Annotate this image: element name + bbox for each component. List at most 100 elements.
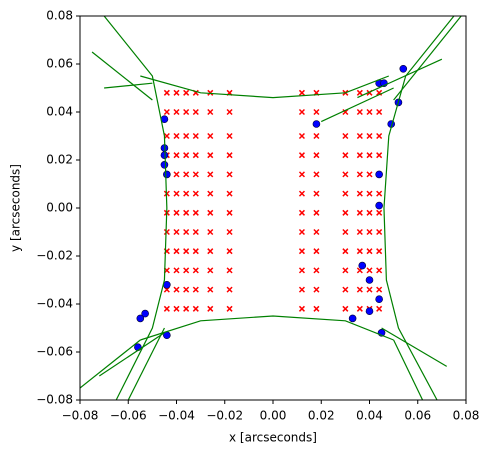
x-tick-label: −0.02 [206, 409, 243, 423]
x-marker [226, 228, 233, 236]
x-marker [342, 171, 349, 178]
x-marker [183, 171, 190, 178]
x-marker [207, 209, 214, 216]
x-marker [366, 228, 373, 236]
dot-marker [375, 295, 383, 304]
y-tick-label: 0.04 [46, 105, 73, 119]
x-marker [183, 152, 190, 159]
x-marker [313, 209, 320, 216]
x-marker [173, 305, 180, 312]
x-marker [342, 228, 349, 236]
x-marker [313, 267, 320, 274]
x-marker [183, 286, 190, 293]
x-marker [192, 305, 199, 312]
x-marker [366, 108, 373, 116]
x-marker [207, 152, 214, 159]
dot-marker [365, 276, 374, 284]
y-tick-label: −0.08 [36, 393, 73, 407]
x-marker [342, 248, 349, 255]
x-marker [226, 286, 233, 293]
dot-marker [134, 343, 142, 352]
x-marker [313, 248, 320, 255]
x-marker [298, 228, 305, 236]
x-marker [183, 248, 190, 255]
x-axis-label: x [arcseconds] [229, 431, 317, 445]
x-marker [298, 267, 305, 274]
x-marker [342, 190, 349, 197]
x-marker [366, 248, 373, 255]
x-marker [192, 108, 199, 116]
x-marker [313, 286, 320, 293]
x-marker [173, 132, 180, 140]
dot-marker [358, 261, 367, 270]
x-marker [356, 286, 363, 293]
x-marker [226, 267, 233, 274]
x-marker [192, 132, 199, 140]
fit-line [104, 82, 153, 89]
x-marker [173, 248, 180, 255]
x-marker [342, 209, 349, 216]
x-marker [183, 228, 190, 236]
x-marker [207, 132, 214, 140]
x-marker [163, 132, 170, 140]
x-marker [207, 190, 214, 197]
x-tick-label: 0.02 [308, 409, 335, 423]
x-marker [298, 286, 305, 293]
x-marker [376, 305, 383, 312]
x-marker [356, 89, 363, 96]
x-marker [207, 108, 214, 116]
x-marker [298, 209, 305, 216]
x-marker [298, 152, 305, 159]
x-marker [356, 132, 363, 140]
fit-line [320, 87, 394, 123]
x-marker [376, 108, 383, 116]
x-tick-label: −0.06 [110, 409, 147, 423]
x-tick-label: −0.04 [158, 409, 195, 423]
x-marker [376, 267, 383, 274]
x-marker [173, 152, 180, 159]
dot-marker [348, 314, 357, 323]
x-marker [226, 209, 233, 216]
fit-line [127, 327, 165, 400]
x-marker [366, 152, 373, 159]
x-marker [192, 248, 199, 255]
dot-marker [399, 65, 408, 73]
x-marker [226, 171, 233, 178]
x-marker [207, 89, 214, 96]
x-marker [173, 209, 180, 216]
fit-line [98, 332, 165, 377]
x-marker [183, 305, 190, 312]
x-marker [183, 108, 190, 116]
x-marker [298, 89, 305, 96]
x-marker [226, 248, 233, 255]
fit-line [103, 16, 168, 400]
x-marker [226, 190, 233, 197]
x-marker [313, 228, 320, 236]
x-marker [356, 171, 363, 178]
x-marker [298, 190, 305, 197]
x-marker [192, 228, 199, 236]
x-marker [366, 209, 373, 216]
fit-line [381, 327, 448, 367]
fit-line [140, 75, 390, 99]
x-marker [376, 228, 383, 236]
x-marker [207, 248, 214, 255]
x-marker [173, 228, 180, 236]
y-tick-label: −0.04 [36, 297, 73, 311]
x-marker [226, 305, 233, 312]
x-marker [356, 152, 363, 159]
y-axis-label: y [arcseconds] [9, 164, 23, 252]
dot-marker [375, 170, 383, 179]
x-marker [313, 190, 320, 197]
x-marker [298, 248, 305, 255]
x-marker [183, 132, 190, 140]
x-marker [207, 228, 214, 236]
x-marker [192, 152, 199, 159]
x-marker [226, 152, 233, 159]
dot-marker [375, 201, 383, 210]
x-marker [366, 267, 373, 274]
x-tick-label: 0.00 [260, 409, 287, 423]
x-marker [356, 108, 363, 116]
x-marker [366, 190, 373, 197]
